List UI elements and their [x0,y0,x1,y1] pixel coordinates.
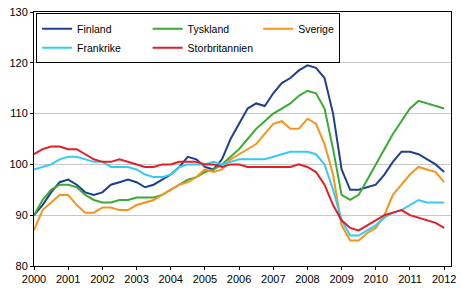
svg-text:2011: 2011 [398,273,422,285]
svg-text:2003: 2003 [124,273,148,285]
svg-text:2007: 2007 [261,273,285,285]
svg-text:2000: 2000 [22,273,46,285]
svg-text:Frankrike: Frankrike [77,42,121,54]
svg-text:2002: 2002 [90,273,114,285]
svg-text:2008: 2008 [295,273,319,285]
svg-text:80: 80 [16,260,28,272]
svg-text:110: 110 [10,107,28,119]
svg-text:2001: 2001 [56,273,80,285]
svg-text:2009: 2009 [329,273,353,285]
svg-text:100: 100 [9,158,27,170]
svg-text:Sverige: Sverige [298,23,334,35]
svg-text:130: 130 [9,6,27,18]
svg-text:2010: 2010 [364,273,388,285]
svg-text:2004: 2004 [158,273,182,285]
svg-text:2005: 2005 [193,273,217,285]
svg-text:2012: 2012 [432,273,456,285]
svg-text:2006: 2006 [227,273,251,285]
svg-text:120: 120 [9,57,27,69]
svg-text:Finland: Finland [77,23,112,35]
svg-text:90: 90 [16,209,28,221]
svg-text:Storbritannien: Storbritannien [188,42,254,54]
svg-text:Tyskland: Tyskland [188,23,230,35]
